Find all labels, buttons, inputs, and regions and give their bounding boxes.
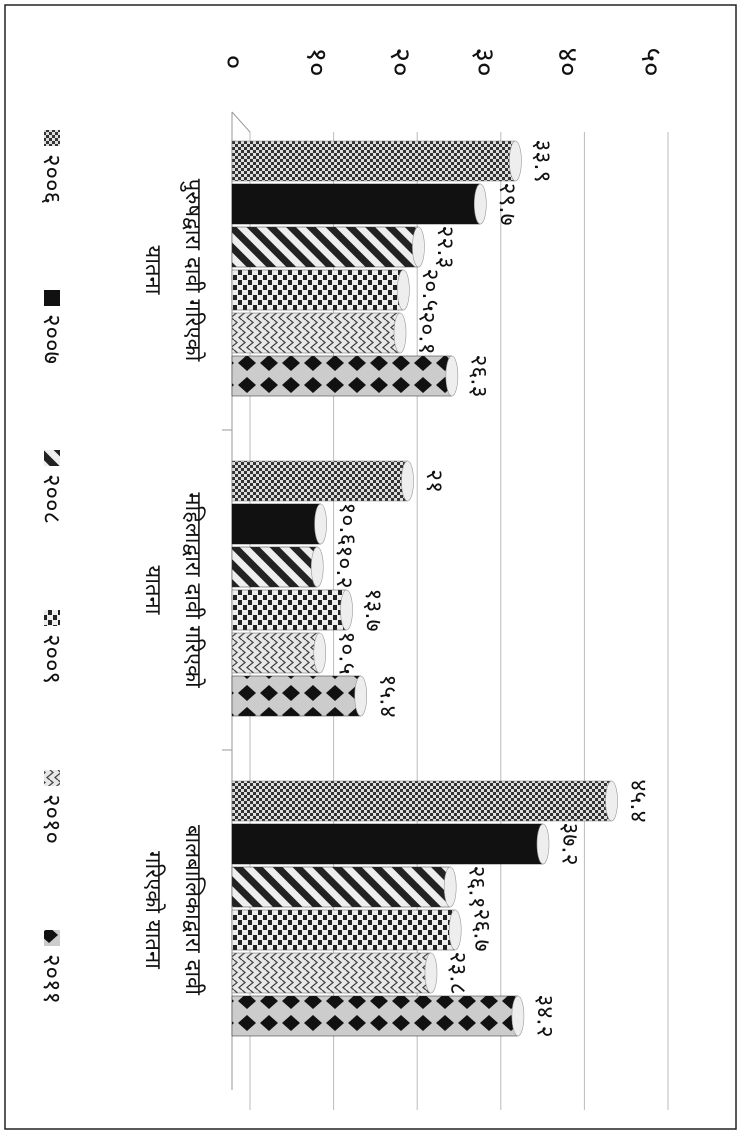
axis-line [231,111,251,133]
y-tick-label: ४० [551,47,584,76]
data-label: ३३.९ [529,139,555,182]
bar [231,995,519,1037]
data-label: १३.७ [360,588,386,631]
data-label: ३७.२ [556,822,582,865]
bar-cap [354,675,368,717]
x-tick-label: महिलाद्वारा दावी गरिएको [180,492,206,688]
y-tick-label: ५० [635,47,668,76]
bar [231,460,408,502]
data-label: १०.५ [333,631,359,674]
data-label: २६.७ [469,908,495,951]
x-tick-label: पुरुषद्वारा दावी गरिएको [180,179,206,362]
bar-cap [340,589,353,631]
legend-label: २००८ [38,474,66,524]
y-tick-label: २० [384,47,417,76]
data-label: १०.२ [331,545,357,588]
bar-cap [412,226,425,268]
bar [231,355,453,397]
legend-swatch [44,450,60,466]
data-label: ३४.२ [531,994,557,1037]
bar-cap [310,546,324,588]
legend-swatch [44,290,60,306]
bar-cap [536,823,550,865]
legend-label: २००६ [38,154,66,204]
y-tick-label: १० [301,47,334,76]
bar-cap [401,460,414,502]
bar [231,952,432,994]
legend-swatch [44,930,60,946]
bar [231,823,544,865]
data-label: २६.१ [464,865,490,908]
rotated-plot: ० १० २० ३० ४० ५० पुरुषद्वारा दावी गरिएको यातना ३… [38,47,669,1110]
bar-cap [314,503,327,545]
legend-swatch [44,770,60,786]
bar-cap [443,866,457,908]
x-tick-label: गरिएको यातना [140,851,166,969]
bar [231,312,401,354]
data-label: १०.६ [334,502,360,545]
bar [231,546,318,588]
bar [231,675,361,717]
data-label: २१ [421,469,447,493]
frame [4,4,737,1130]
legend-swatch [44,610,60,626]
data-label: ४५.४ [625,779,651,822]
bar-cap [397,269,410,311]
data-label: २९.७ [494,182,520,225]
bar [231,780,612,822]
data-label: २३.८ [444,951,470,994]
bar-cap [313,632,327,674]
bar [231,140,516,182]
bar [231,632,321,674]
bar-cap [605,780,618,822]
data-label: १५.४ [374,674,400,717]
bar [231,866,451,908]
x-tick-label: बालबालिकाद्वारा दावी [180,825,206,995]
bar [231,909,456,951]
bar [231,183,481,225]
y-tick-label: ३० [468,47,501,76]
bar [231,503,321,545]
y-tick-label: ० [217,55,250,70]
data-label: २०.५ [417,268,443,311]
bar-cap [445,355,459,397]
bar [231,589,347,631]
data-label: २२.३ [432,225,458,268]
legend-swatch [44,130,60,146]
legend-label: २०१० [38,794,66,844]
legend-label: २००९ [38,634,66,684]
legend-label: २०११ [38,954,66,1004]
bar-cap [511,995,525,1037]
x-tick-label: यातना [140,246,165,295]
bar [231,269,404,311]
bar-cap [509,140,522,182]
bar-cap [393,312,407,354]
x-tick-label: यातना [140,566,165,615]
data-label: २६.३ [465,354,491,397]
data-label: २०.१ [414,311,440,354]
legend-label: २००७ [38,314,66,364]
bar-cap [448,909,462,951]
bar [231,226,419,268]
bar-cap [473,183,487,225]
bar-cap [424,952,438,994]
